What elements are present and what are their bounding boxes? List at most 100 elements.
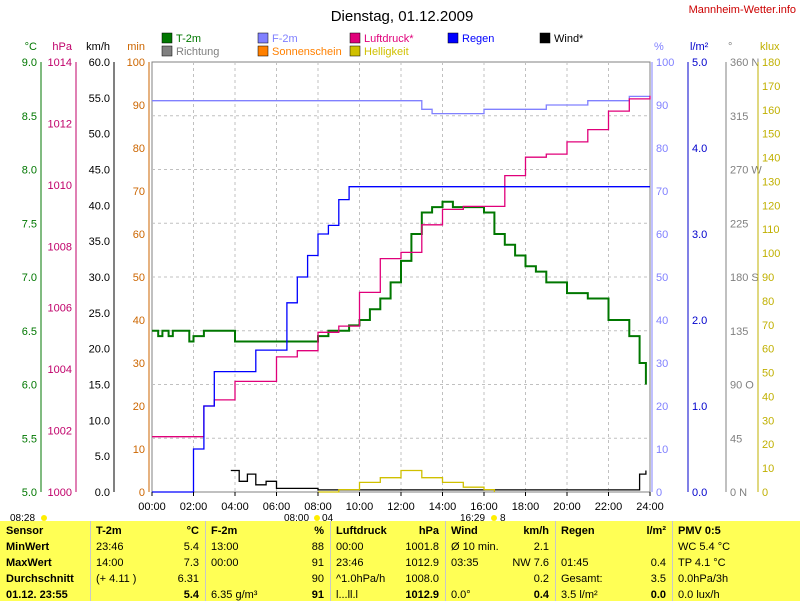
axis-tick-pressure: 1006 bbox=[48, 303, 72, 315]
axis-tick-pressure: 1000 bbox=[48, 487, 72, 499]
x-tick-label: 08:00 bbox=[304, 501, 332, 513]
axis-tick-light: 20 bbox=[762, 439, 774, 451]
axis-tick-wind: 25.0 bbox=[89, 308, 110, 320]
series-line-t-2m bbox=[152, 200, 647, 385]
table-cell: Ø 10 min. bbox=[451, 541, 499, 553]
table-cell: 0.0 lux/h bbox=[678, 589, 720, 601]
table-cell-value: 3.5 bbox=[650, 573, 666, 585]
axis-tick-humidity: 90 bbox=[656, 100, 668, 112]
axis-unit-direction: ° bbox=[728, 41, 732, 53]
axis-tick-light: 160 bbox=[762, 105, 780, 117]
legend-label: Luftdruck* bbox=[364, 33, 414, 45]
axis-tick-wind: 40.0 bbox=[89, 200, 110, 212]
legend-swatch bbox=[257, 32, 269, 44]
axis-tick-light: 50 bbox=[762, 368, 774, 380]
axis-tick-light: 80 bbox=[762, 296, 774, 308]
legend-swatch bbox=[257, 45, 269, 57]
axis-tick-humidity: 40 bbox=[656, 315, 668, 327]
axis-tick-pressure: 1014 bbox=[48, 57, 72, 69]
axis-tick-light: 10 bbox=[762, 463, 774, 475]
table-cell: 00:00 bbox=[336, 541, 364, 553]
axis-tick-direction: 315 bbox=[730, 111, 748, 123]
axis-tick-humidity: 50 bbox=[656, 272, 668, 284]
axis-tick-rain: 5.0 bbox=[692, 57, 707, 69]
table-header-unit: l/m² bbox=[646, 525, 666, 537]
axis-unit-light: klux bbox=[760, 41, 780, 53]
table-column-divider bbox=[205, 521, 206, 601]
axis-tick-light: 0 bbox=[762, 487, 768, 499]
chart-axes: 9.08.58.07.57.06.56.05.55.0°C10141012101… bbox=[22, 41, 781, 499]
table-row-label: MinWert bbox=[6, 541, 50, 553]
axis-tick-direction: 360 N bbox=[730, 57, 759, 69]
table-cell-value: 0.0 bbox=[650, 589, 666, 601]
axis-tick-temp: 8.5 bbox=[22, 111, 37, 123]
table-cell: TP 4.1 °C bbox=[678, 557, 726, 569]
axis-tick-rain: 3.0 bbox=[692, 229, 707, 241]
axis-tick-direction: 270 W bbox=[730, 165, 762, 177]
legend-label: Helligkeit bbox=[364, 46, 409, 58]
axis-tick-light: 40 bbox=[762, 391, 774, 403]
axis-tick-humidity: 30 bbox=[656, 358, 668, 370]
sunset-icon bbox=[491, 515, 497, 521]
table-cell: 03:35 bbox=[451, 557, 479, 569]
axis-tick-temp: 6.5 bbox=[22, 326, 37, 338]
x-tick-label: 14:00 bbox=[429, 501, 457, 513]
table-cell: l...ll.l bbox=[336, 589, 358, 601]
axis-tick-sun: 0 bbox=[139, 487, 145, 499]
x-tick-label: 22:00 bbox=[595, 501, 623, 513]
table-cell: 0.0hPa/3h bbox=[678, 573, 729, 585]
axis-tick-light: 120 bbox=[762, 200, 780, 212]
table-cell: WC 5.4 °C bbox=[678, 541, 731, 553]
legend-label: T-2m bbox=[176, 33, 201, 45]
table-cell: 14:00 bbox=[96, 557, 124, 569]
axis-unit-rain: l/m² bbox=[690, 41, 709, 53]
legend-swatch bbox=[349, 32, 361, 44]
axis-tick-sun: 70 bbox=[133, 186, 145, 198]
x-tick-label: 00:00 bbox=[138, 501, 166, 513]
sunrise-label: 08:28 bbox=[10, 513, 35, 521]
table-cell-value: 91 bbox=[311, 589, 324, 601]
sun-label-left: 08:00 bbox=[284, 513, 309, 521]
axis-tick-pressure: 1012 bbox=[48, 118, 72, 130]
site-link[interactable]: Mannheim-Wetter.info bbox=[689, 4, 796, 16]
chart-title: Dienstag, 01.12.2009 bbox=[331, 8, 474, 25]
legend-swatch bbox=[447, 32, 459, 44]
table-cell-value: 88 bbox=[311, 541, 324, 553]
table-cell-value: 91 bbox=[311, 557, 324, 569]
axis-tick-sun: 40 bbox=[133, 315, 145, 327]
axis-tick-pressure: 1008 bbox=[48, 241, 72, 253]
table-cell: 00:00 bbox=[211, 557, 239, 569]
legend-swatch bbox=[349, 45, 361, 57]
axis-tick-temp: 5.0 bbox=[22, 487, 37, 499]
axis-tick-sun: 90 bbox=[133, 100, 145, 112]
table-column-divider bbox=[555, 521, 556, 601]
axis-tick-wind: 45.0 bbox=[89, 165, 110, 177]
axis-tick-humidity: 80 bbox=[656, 143, 668, 155]
axis-tick-rain: 0.0 bbox=[692, 487, 707, 499]
axis-tick-wind: 50.0 bbox=[89, 129, 110, 141]
table-cell: 3.5 l/m² bbox=[561, 589, 598, 601]
legend-label: F-2m bbox=[272, 33, 298, 45]
axis-tick-humidity: 60 bbox=[656, 229, 668, 241]
axis-tick-sun: 50 bbox=[133, 272, 145, 284]
axis-tick-wind: 10.0 bbox=[89, 415, 110, 427]
x-tick-label: 04:00 bbox=[221, 501, 249, 513]
axis-unit-temp: °C bbox=[25, 41, 37, 53]
x-tick-label: 16:00 bbox=[470, 501, 498, 513]
series-line-luftdruck bbox=[152, 95, 651, 438]
table-cell-value: 1008.0 bbox=[405, 573, 439, 585]
axis-tick-wind: 60.0 bbox=[89, 57, 110, 69]
axis-tick-sun: 60 bbox=[133, 229, 145, 241]
table-cell: Gesamt: bbox=[561, 573, 603, 585]
table-column-divider bbox=[90, 521, 91, 601]
axis-tick-sun: 20 bbox=[133, 401, 145, 413]
table-row-label: Durchschnitt bbox=[6, 573, 74, 585]
axis-tick-wind: 35.0 bbox=[89, 236, 110, 248]
table-header: Sensor bbox=[6, 525, 44, 537]
x-tick-label: 02:00 bbox=[180, 501, 208, 513]
legend-swatch bbox=[161, 45, 173, 57]
sun-label-right: 04 bbox=[322, 513, 334, 521]
axis-tick-humidity: 0 bbox=[656, 487, 662, 499]
